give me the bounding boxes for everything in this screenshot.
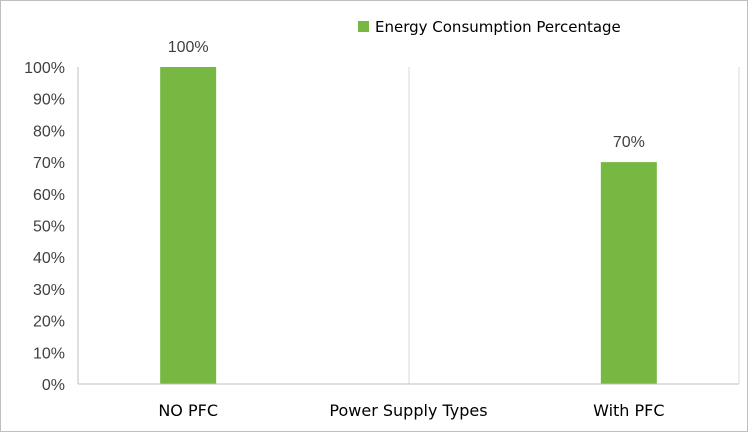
bar-layer (160, 67, 657, 384)
y-tick-label: 70% (33, 155, 65, 172)
y-tick-label: 60% (33, 187, 65, 204)
bar (160, 67, 217, 384)
y-tick-label: 10% (33, 345, 65, 362)
bar-chart: 0% 10% 20% 30% 40% 50% 60% 70% 80% 90% 100% 100% 70%… (24, 18, 740, 420)
y-tick-label: 20% (33, 314, 65, 331)
y-tick-label: 80% (33, 123, 65, 140)
y-tick-label: 0% (42, 377, 65, 394)
data-label: 70% (613, 134, 645, 151)
legend-swatch (358, 21, 369, 32)
grid-layer (408, 67, 740, 384)
chart-container: 0% 10% 20% 30% 40% 50% 60% 70% 80% 90% 100% 100% 70%… (0, 0, 748, 432)
y-tick-label: 90% (33, 92, 65, 109)
legend-label: Energy Consumption Percentage (375, 18, 621, 36)
y-tick-label: 40% (33, 250, 65, 267)
axis-layer (77, 67, 739, 385)
data-label: 100% (168, 39, 209, 56)
label-layer: 0% 10% 20% 30% 40% 50% 60% 70% 80% 90% 100% 100% 70%… (24, 39, 664, 420)
legend: Energy Consumption Percentage (358, 18, 621, 36)
y-tick-label: 50% (33, 219, 65, 236)
category-label: With PFC (593, 401, 664, 420)
bar (600, 162, 657, 384)
y-tick-label: 100% (24, 60, 65, 77)
category-label: NO PFC (158, 401, 218, 420)
category-label: Power Supply Types (329, 401, 487, 420)
y-tick-label: 30% (33, 282, 65, 299)
